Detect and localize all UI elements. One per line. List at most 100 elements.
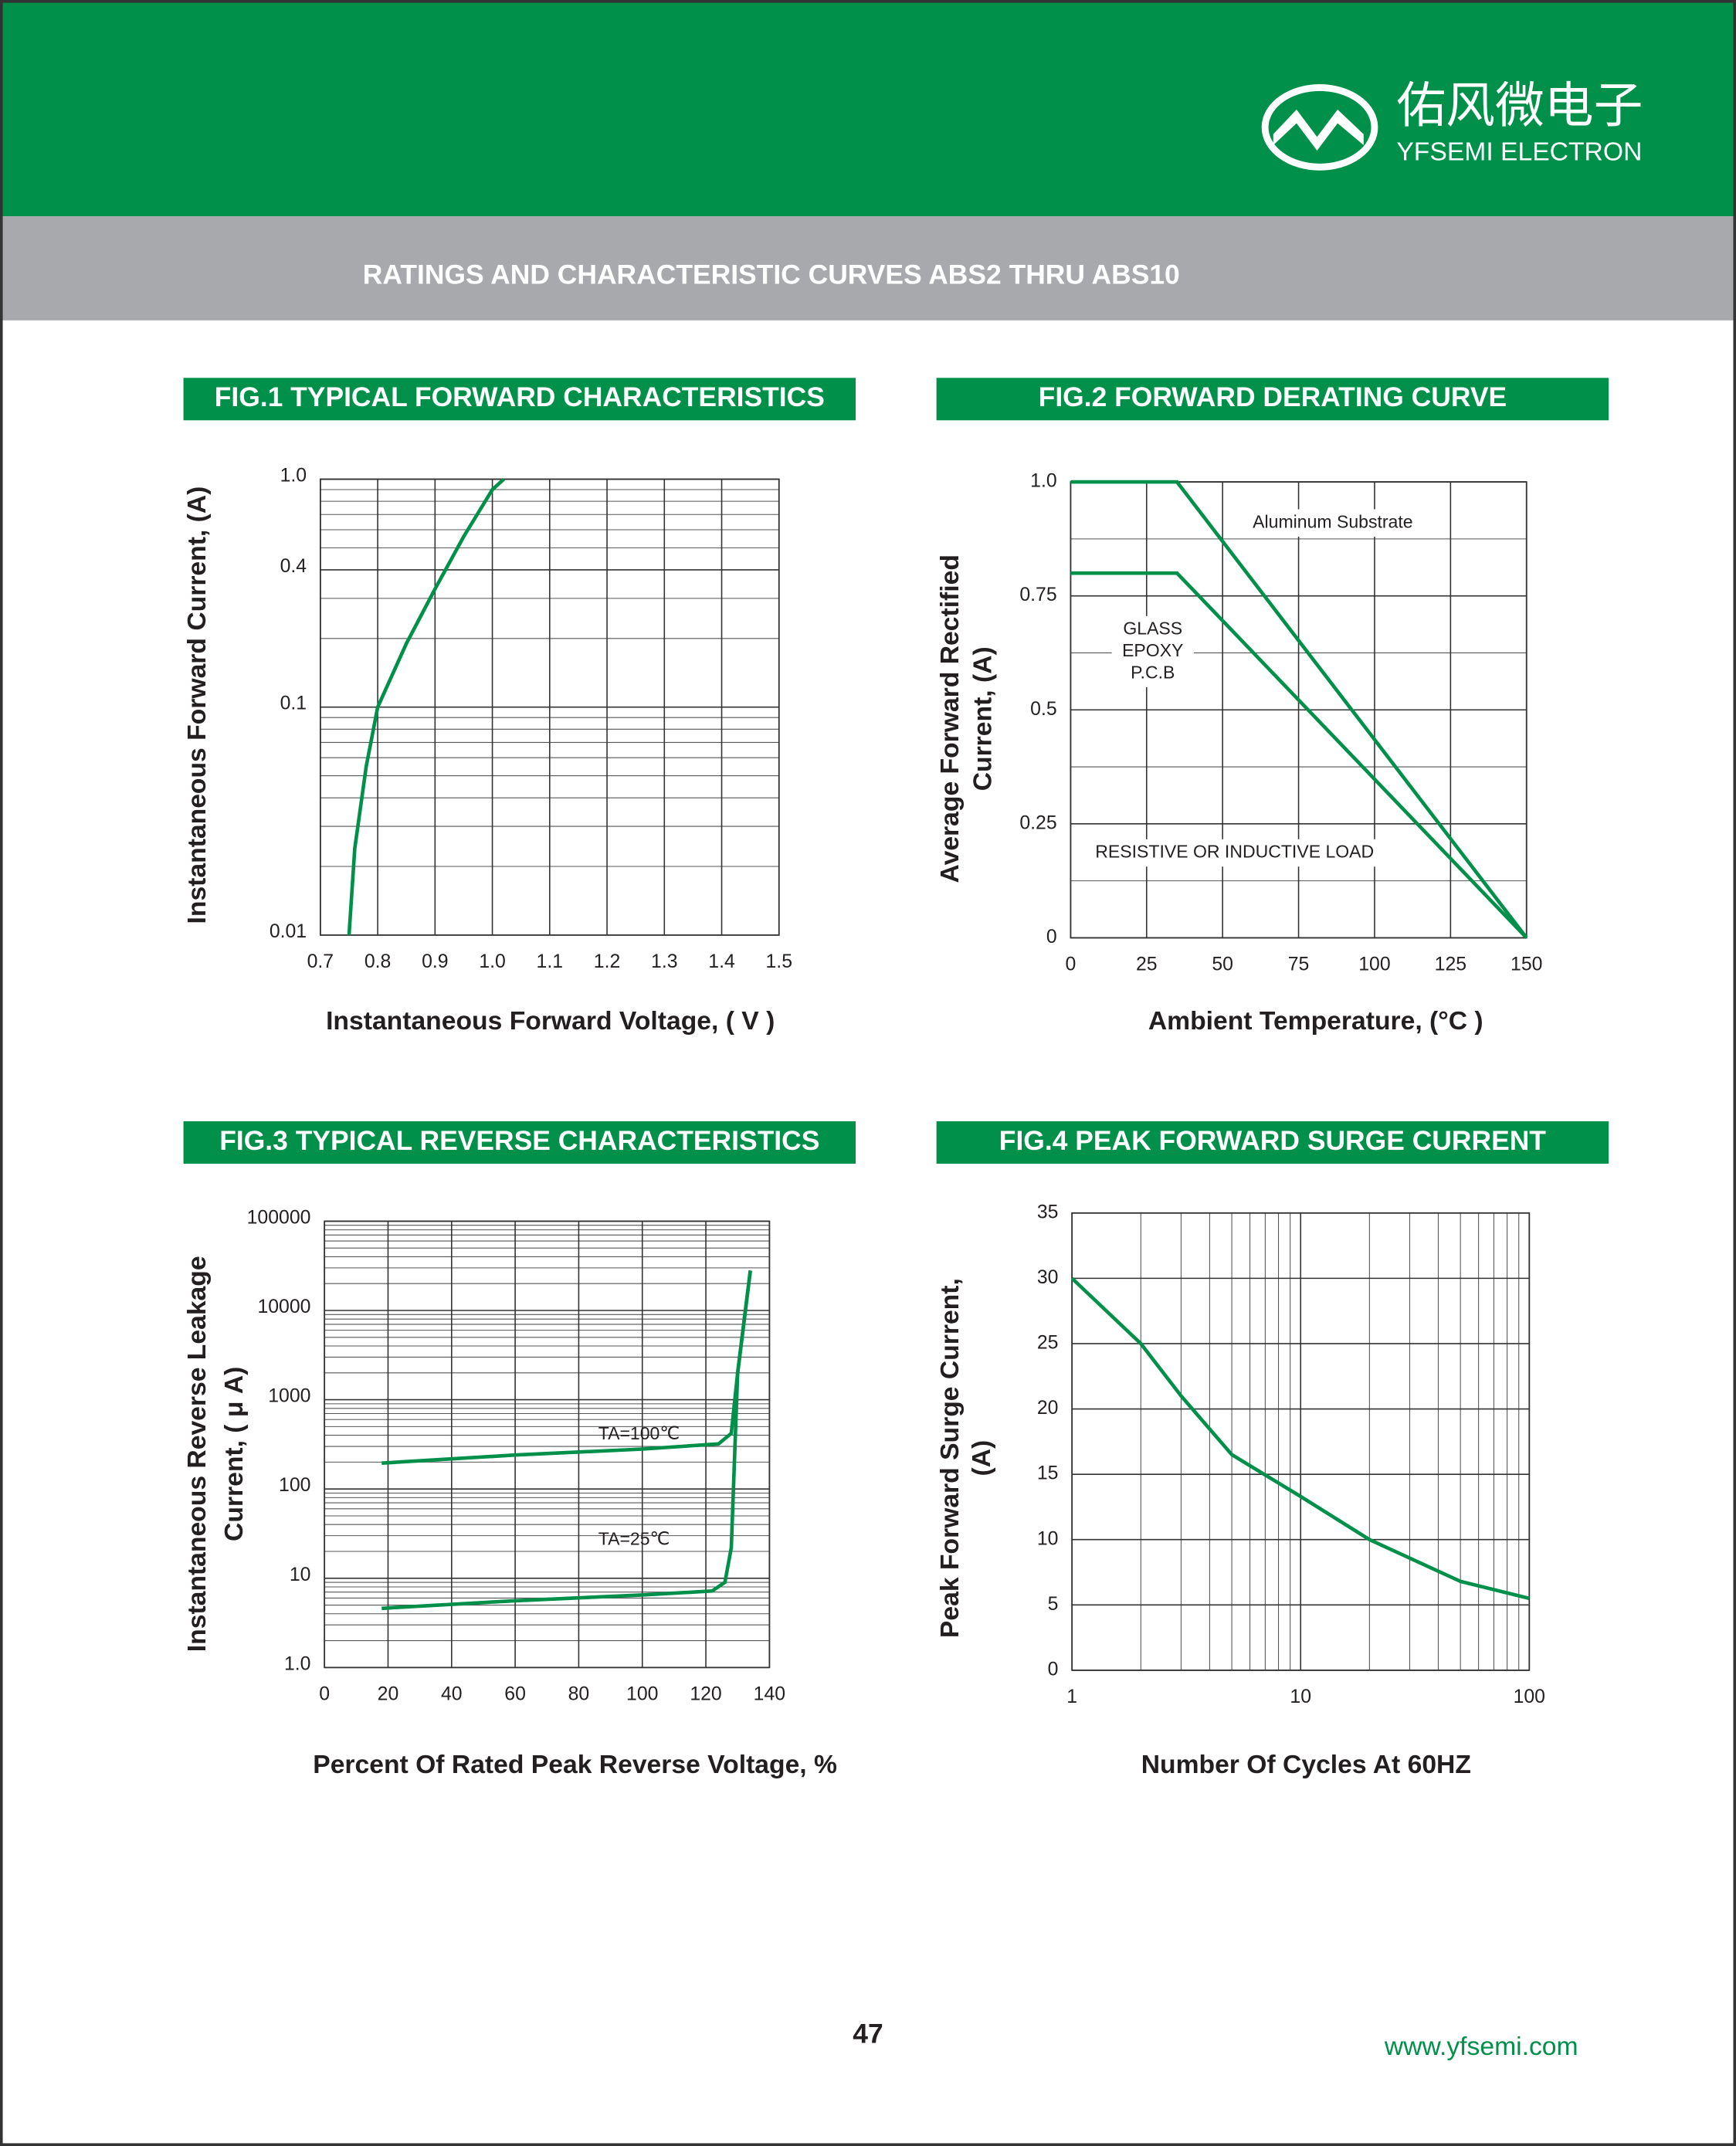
- y-tick-label: 0: [1048, 1659, 1059, 1680]
- label-bg: [1111, 615, 1194, 687]
- x-tick-label: 50: [1212, 954, 1233, 975]
- y-axis-title: (A): [968, 1440, 996, 1476]
- y-tick-label: 0.1: [280, 693, 307, 714]
- series-label: TA=25℃: [598, 1529, 670, 1549]
- y-tick-label: 10000: [257, 1297, 310, 1317]
- logo-mark: [1273, 109, 1364, 151]
- x-tick-label: 1.4: [708, 951, 735, 972]
- y-tick-label: 25: [1037, 1333, 1059, 1354]
- y-tick-label: 0.25: [1019, 812, 1056, 833]
- y-axis-title: Current, (A): [969, 646, 998, 791]
- y-tick-label: 35: [1037, 1202, 1059, 1222]
- header-band: [0, 0, 1736, 217]
- y-tick-label: 0.5: [1030, 699, 1057, 720]
- x-tick-label: 40: [441, 1683, 463, 1704]
- page-number: 47: [853, 2019, 883, 2049]
- x-tick-label: 120: [690, 1683, 721, 1704]
- x-tick-label: 0.7: [307, 951, 334, 972]
- y-tick-label: 1.0: [284, 1653, 311, 1674]
- y-tick-label: 0.75: [1019, 585, 1056, 605]
- title-bar: [183, 378, 856, 421]
- logo: [1261, 84, 1378, 171]
- label-bg: [1088, 839, 1399, 867]
- chart-title: FIG.1 TYPICAL FORWARD CHARACTERISTICS: [215, 381, 825, 412]
- x-tick-label: 1.5: [766, 951, 793, 972]
- chart-title: FIG.3 TYPICAL REVERSE CHARACTERISTICS: [219, 1125, 819, 1156]
- y-tick-label: 100: [279, 1475, 310, 1496]
- y-tick-label: 20: [1037, 1398, 1059, 1419]
- y-tick-label: 10: [1037, 1528, 1059, 1549]
- x-tick-label: 80: [568, 1683, 590, 1704]
- chart-title: FIG.2 FORWARD DERATING CURVE: [1039, 381, 1507, 412]
- title-bar: [183, 1120, 856, 1164]
- x-tick-label: 100: [626, 1683, 658, 1704]
- y-tick-label: 10: [290, 1565, 311, 1585]
- title-bar: [936, 378, 1609, 421]
- title-band: [0, 216, 1736, 320]
- x-axis-title: Number Of Cycles At 60HZ: [1141, 1751, 1471, 1779]
- logo-ring: [1261, 84, 1378, 171]
- plot-frame: [1070, 481, 1527, 939]
- series-line: [347, 477, 505, 936]
- x-tick-label: 1.3: [651, 951, 678, 972]
- y-axis-title: Peak Forward Surge Current,: [936, 1278, 965, 1638]
- y-tick-label: 1.0: [280, 466, 307, 486]
- y-tick-label: 1.0: [1030, 471, 1057, 492]
- x-tick-label: 140: [754, 1683, 785, 1704]
- x-tick-label: 10: [1290, 1687, 1311, 1707]
- series-label: GLASS EPOXY P.C.B: [1122, 619, 1183, 683]
- x-tick-label: 1.2: [594, 951, 620, 972]
- plot-frame: [324, 1220, 771, 1669]
- annotation: RESISTIVE OR INDUCTIVE LOAD: [1095, 842, 1374, 862]
- chart-title: FIG.4 PEAK FORWARD SURGE CURRENT: [999, 1125, 1546, 1156]
- x-tick-label: 100: [1358, 954, 1390, 975]
- series-line: [1070, 571, 1528, 940]
- x-tick-label: 20: [378, 1683, 399, 1704]
- x-axis-title: Instantaneous Forward Voltage, ( V ): [326, 1007, 775, 1036]
- y-axis-title: Average Forward Rectified: [936, 554, 965, 883]
- y-tick-label: 0: [1046, 927, 1057, 948]
- series-line: [381, 1270, 752, 1465]
- y-tick-label: 100000: [247, 1207, 311, 1228]
- x-tick-label: 150: [1511, 954, 1542, 975]
- x-tick-label: 0.8: [364, 951, 392, 972]
- series-line: [1070, 480, 1528, 939]
- y-axis-title: Instantaneous Forward Current, (A): [183, 486, 212, 924]
- y-tick-label: 0.01: [270, 921, 307, 942]
- plot-frame: [319, 478, 780, 936]
- website: www.yfsemi.com: [1384, 2032, 1578, 2061]
- x-tick-label: 0.9: [422, 951, 449, 972]
- x-tick-label: 1.1: [537, 951, 564, 972]
- x-tick-label: 75: [1288, 954, 1310, 975]
- series-label: TA=100℃: [598, 1423, 680, 1443]
- label-bg: [1246, 509, 1431, 537]
- y-tick-label: 1000: [268, 1386, 310, 1407]
- x-tick-label: 100: [1514, 1687, 1545, 1707]
- brand-en: YFSEMI ELECTRON: [1396, 137, 1642, 166]
- y-tick-label: 5: [1048, 1594, 1059, 1615]
- y-tick-label: 30: [1037, 1267, 1059, 1288]
- x-tick-label: 60: [504, 1683, 526, 1704]
- series-line: [381, 1270, 752, 1611]
- brand-cn: 佑风微电子: [1396, 78, 1643, 134]
- y-axis-title: Current, ( μ A): [220, 1367, 249, 1541]
- series-line: [1070, 1276, 1530, 1601]
- x-tick-label: 25: [1136, 954, 1158, 975]
- x-axis-title: Percent Of Rated Peak Reverse Voltage, %: [313, 1751, 837, 1779]
- x-tick-label: 125: [1435, 954, 1466, 975]
- plot-frame: [1071, 1212, 1531, 1671]
- x-axis-title: Ambient Temperature, (°C ): [1148, 1007, 1483, 1036]
- y-tick-label: 0.4: [280, 556, 307, 577]
- x-tick-label: 1.0: [479, 951, 506, 972]
- x-tick-label: 0: [1065, 954, 1076, 975]
- y-tick-label: 15: [1037, 1463, 1059, 1484]
- page-title: RATINGS AND CHARACTERISTIC CURVES ABS2 T…: [363, 259, 1180, 290]
- series-label: Aluminum Substrate: [1253, 511, 1412, 531]
- x-tick-label: 1: [1066, 1687, 1077, 1707]
- title-bar: [936, 1120, 1609, 1164]
- x-tick-label: 0: [319, 1683, 330, 1704]
- y-axis-title: Instantaneous Reverse Leakage: [183, 1256, 212, 1652]
